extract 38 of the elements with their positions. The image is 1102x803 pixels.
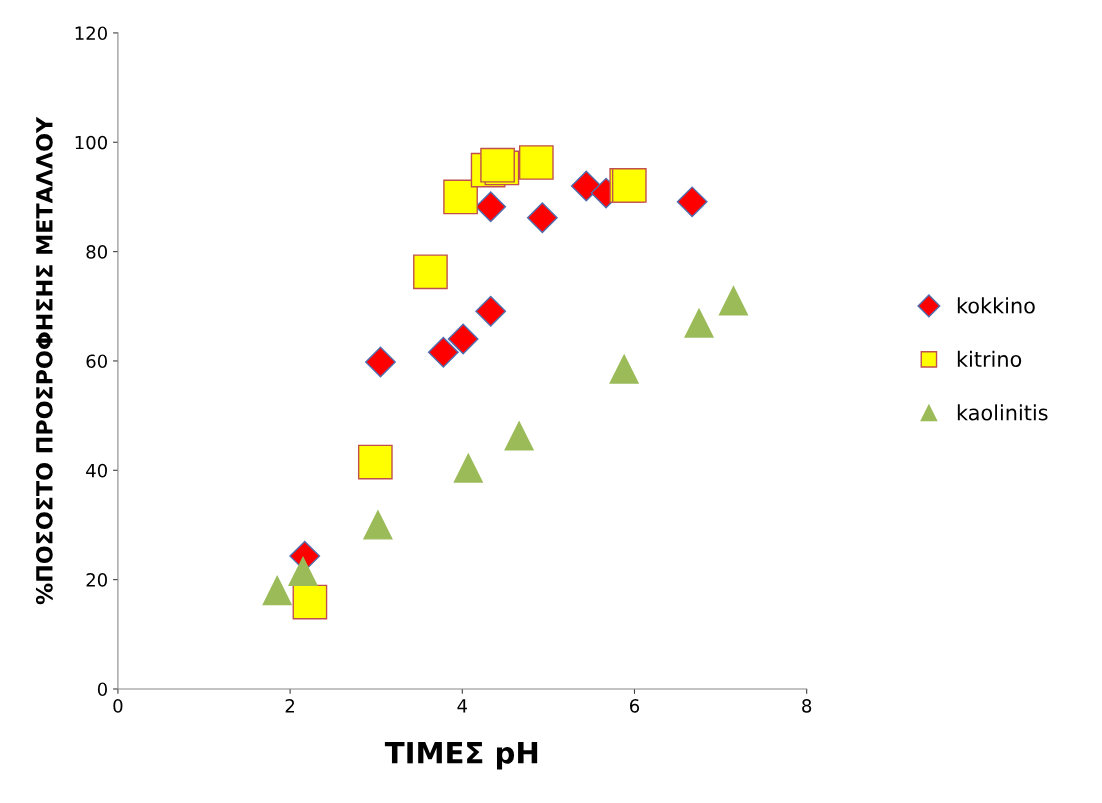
- point: [526, 202, 558, 234]
- point: [504, 421, 534, 451]
- point: [288, 556, 318, 587]
- point: [447, 323, 479, 355]
- y-tick-label: 0: [97, 682, 107, 697]
- y-tick-label: 100: [75, 135, 107, 150]
- y-tick-label: 20: [86, 573, 107, 587]
- x-tick-label: 2: [285, 699, 295, 713]
- point: [453, 453, 483, 483]
- point: [427, 336, 459, 368]
- legend-label: kokkino: [957, 297, 1035, 314]
- y-tick-label: 40: [86, 463, 107, 478]
- point: [443, 179, 478, 215]
- y-tick-label: 120: [75, 26, 107, 41]
- point: [676, 186, 708, 218]
- point: [357, 444, 393, 480]
- point: [718, 286, 749, 316]
- point: [684, 308, 714, 338]
- x-axis-title: ΤΙΜΕΣ pH: [384, 742, 538, 770]
- y-axis-title: %ΠΟΣΟΣΤΟ ΠΡΟΣΡΟΦΗΣΗΣ ΜΕΤΑΛΛΟΥ: [35, 116, 53, 605]
- x-tick-label: 4: [457, 699, 468, 713]
- point: [518, 145, 554, 180]
- point: [570, 170, 602, 202]
- point: [413, 254, 448, 290]
- point: [262, 575, 292, 606]
- y-tick-label: 60: [86, 354, 107, 369]
- point: [475, 295, 507, 327]
- point: [292, 584, 328, 620]
- x-tick-label: 6: [629, 699, 640, 713]
- point: [365, 346, 396, 378]
- y-tick-label: 80: [86, 245, 107, 259]
- x-tick-label: 0: [113, 699, 123, 713]
- point: [475, 191, 507, 223]
- point: [609, 354, 639, 384]
- point: [363, 510, 393, 540]
- legend-label: kitrino: [957, 350, 1022, 367]
- x-tick-label: 8: [802, 699, 812, 713]
- legend-label: kaolinitis: [957, 404, 1048, 421]
